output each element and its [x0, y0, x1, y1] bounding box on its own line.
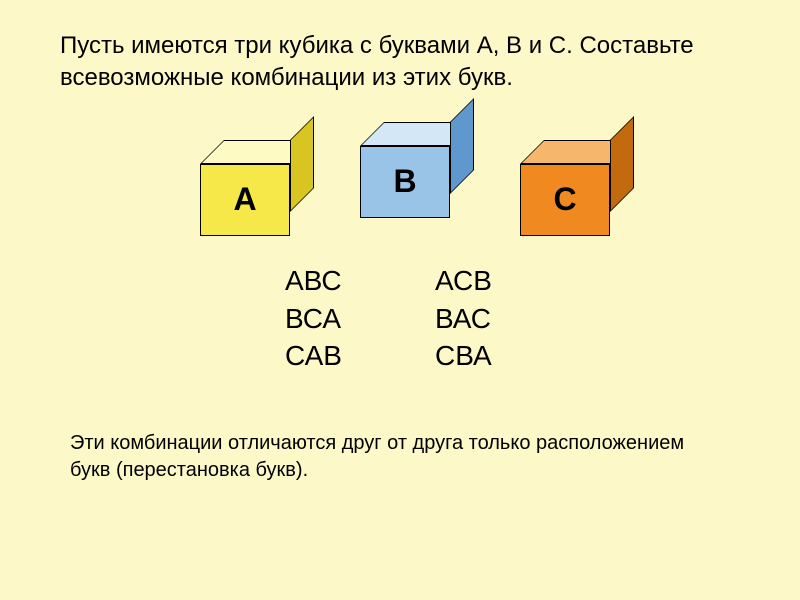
perm-3-2: СВА: [435, 337, 515, 375]
cube-a-label: А: [233, 181, 256, 218]
cube-b-label: В: [393, 163, 416, 200]
cube-c-side: [610, 116, 634, 212]
perm-row-2: ВСА ВАС: [60, 300, 740, 338]
perm-2-1: ВСА: [285, 300, 365, 338]
cubes-row: А В С: [60, 140, 740, 212]
slide: Пусть имеются три кубика с буквами А, В …: [0, 0, 800, 600]
perm-row-3: САВ СВА: [60, 337, 740, 375]
task-text: Пусть имеются три кубика с буквами А, В …: [60, 30, 740, 95]
cube-c-label: С: [553, 181, 576, 218]
cube-b-front: В: [360, 146, 450, 218]
cube-c: С: [520, 140, 610, 212]
perm-2-2: ВАС: [435, 300, 515, 338]
perm-1-1: АВС: [285, 262, 365, 300]
permutations: АВС АСВ ВСА ВАС САВ СВА: [60, 262, 740, 375]
note-text: Эти комбинации отличаются друг от друга …: [60, 430, 740, 484]
perm-1-2: АСВ: [435, 262, 515, 300]
cube-c-front: С: [520, 164, 610, 236]
cube-b: В: [360, 122, 450, 194]
cube-a-side: [290, 116, 314, 212]
perm-row-1: АВС АСВ: [60, 262, 740, 300]
cube-b-side: [450, 98, 474, 194]
perm-3-1: САВ: [285, 337, 365, 375]
cube-a: А: [200, 140, 290, 212]
cube-a-front: А: [200, 164, 290, 236]
